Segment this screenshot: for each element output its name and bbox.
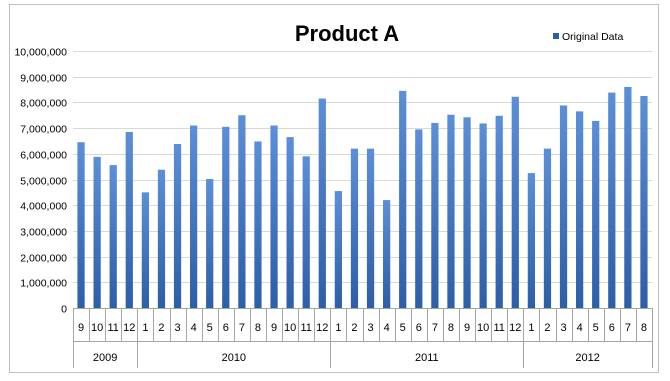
x-tick-label: 11 bbox=[300, 322, 311, 334]
x-tick-label: 1 bbox=[528, 322, 534, 334]
x-tick-label: 12 bbox=[316, 322, 328, 334]
x-tick-label: 6 bbox=[223, 322, 229, 334]
x-tick-label: 5 bbox=[207, 322, 213, 334]
bar bbox=[431, 122, 439, 309]
x-tick-label: 9 bbox=[464, 322, 470, 334]
bar bbox=[302, 156, 310, 308]
x-tick-label: 12 bbox=[509, 322, 521, 334]
bar bbox=[109, 165, 117, 308]
bar bbox=[125, 131, 133, 308]
x-tick-label: 11 bbox=[493, 322, 504, 334]
legend: Original Data bbox=[553, 31, 623, 43]
y-tick-label: 6,000,000 bbox=[20, 150, 67, 162]
x-tick-label: 3 bbox=[174, 322, 180, 334]
bar bbox=[640, 95, 648, 308]
bar bbox=[479, 123, 487, 308]
bar bbox=[222, 126, 230, 308]
bar bbox=[350, 148, 359, 308]
x-tick-label: 2 bbox=[351, 322, 357, 334]
y-tick-label: 2,000,000 bbox=[20, 253, 67, 265]
x-tick-label: 11 bbox=[107, 322, 118, 334]
bar bbox=[559, 105, 568, 308]
x-tick-label: 4 bbox=[384, 322, 390, 334]
bar bbox=[238, 115, 246, 308]
x-tick-label: 10 bbox=[284, 322, 296, 334]
gridlines bbox=[73, 51, 652, 283]
x-tick-label: 6 bbox=[609, 322, 615, 334]
x-tick-label: 8 bbox=[448, 322, 454, 334]
bar bbox=[576, 111, 584, 309]
x-tick-label: 8 bbox=[641, 322, 647, 334]
bar bbox=[447, 114, 455, 309]
y-tick-label: 10,000,000 bbox=[14, 47, 67, 59]
x-axis bbox=[73, 308, 653, 368]
bar bbox=[190, 125, 198, 308]
y-axis-ticks: 0 1,000,000 2,000,000 3,000,000 4,000,000 5,0… bbox=[14, 47, 67, 316]
x-tick-label: 5 bbox=[400, 322, 406, 334]
bar bbox=[495, 115, 503, 308]
x-tick-label: 3 bbox=[560, 322, 566, 334]
x-tick-label: 7 bbox=[239, 322, 245, 334]
legend-label: Original Data bbox=[562, 31, 623, 43]
bar bbox=[399, 90, 407, 308]
bar bbox=[173, 144, 182, 308]
x-axis-ticks: 9 10 11 12 1 2 3 4 5 6 7 8 9 10 11 12 1 2 3 4 5 6 7 8 9 10 11 12 1 2 3… bbox=[78, 322, 647, 364]
y-tick-label: 8,000,000 bbox=[20, 98, 67, 110]
x-tick-label: 4 bbox=[577, 322, 583, 334]
bar bbox=[383, 200, 391, 308]
x-tick-label: 1 bbox=[142, 322, 148, 334]
bar bbox=[543, 148, 552, 308]
y-tick-label: 5,000,000 bbox=[20, 176, 67, 188]
x-tick-label: 10 bbox=[477, 322, 489, 334]
legend-swatch bbox=[553, 33, 559, 39]
bar bbox=[254, 141, 262, 308]
bar bbox=[511, 96, 519, 308]
bar bbox=[270, 125, 278, 308]
x-tick-label: 6 bbox=[416, 322, 422, 334]
y-tick-label: 0 bbox=[61, 304, 67, 316]
x-tick-label: 9 bbox=[271, 322, 277, 334]
x-tick-label: 3 bbox=[367, 322, 373, 334]
x-tick-label: 7 bbox=[432, 322, 438, 334]
bar bbox=[608, 92, 616, 308]
bar bbox=[463, 117, 471, 308]
bar bbox=[141, 192, 149, 308]
bar bbox=[286, 137, 294, 308]
bar bbox=[334, 191, 342, 308]
bar bbox=[206, 178, 214, 308]
year-label: 2010 bbox=[222, 352, 246, 364]
x-tick-label: 9 bbox=[78, 322, 84, 334]
y-tick-label: 1,000,000 bbox=[20, 278, 67, 290]
year-label: 2009 bbox=[93, 352, 117, 364]
x-tick-label: 10 bbox=[91, 322, 103, 334]
x-tick-label: 5 bbox=[593, 322, 599, 334]
x-tick-label: 12 bbox=[123, 322, 135, 334]
x-tick-label: 1 bbox=[335, 322, 341, 334]
bar bbox=[93, 156, 101, 308]
year-label: 2011 bbox=[415, 352, 439, 364]
x-tick-label: 8 bbox=[255, 322, 261, 334]
bars bbox=[77, 86, 648, 309]
bar bbox=[624, 86, 632, 308]
y-tick-label: 7,000,000 bbox=[20, 124, 67, 136]
year-label: 2012 bbox=[575, 352, 599, 364]
bar bbox=[366, 148, 375, 308]
bar bbox=[318, 98, 326, 308]
x-tick-label: 2 bbox=[158, 322, 164, 334]
y-tick-label: 3,000,000 bbox=[20, 227, 67, 239]
bar bbox=[592, 120, 600, 309]
y-tick-label: 4,000,000 bbox=[20, 201, 67, 213]
bar bbox=[527, 173, 535, 308]
bar bbox=[157, 169, 166, 308]
x-tick-label: 7 bbox=[625, 322, 631, 334]
x-tick-label: 4 bbox=[191, 322, 197, 334]
chart-title: Product A bbox=[295, 21, 399, 46]
x-tick-label: 2 bbox=[544, 322, 550, 334]
y-tick-label: 9,000,000 bbox=[20, 73, 67, 85]
bar bbox=[77, 142, 85, 308]
bar bbox=[415, 129, 423, 308]
